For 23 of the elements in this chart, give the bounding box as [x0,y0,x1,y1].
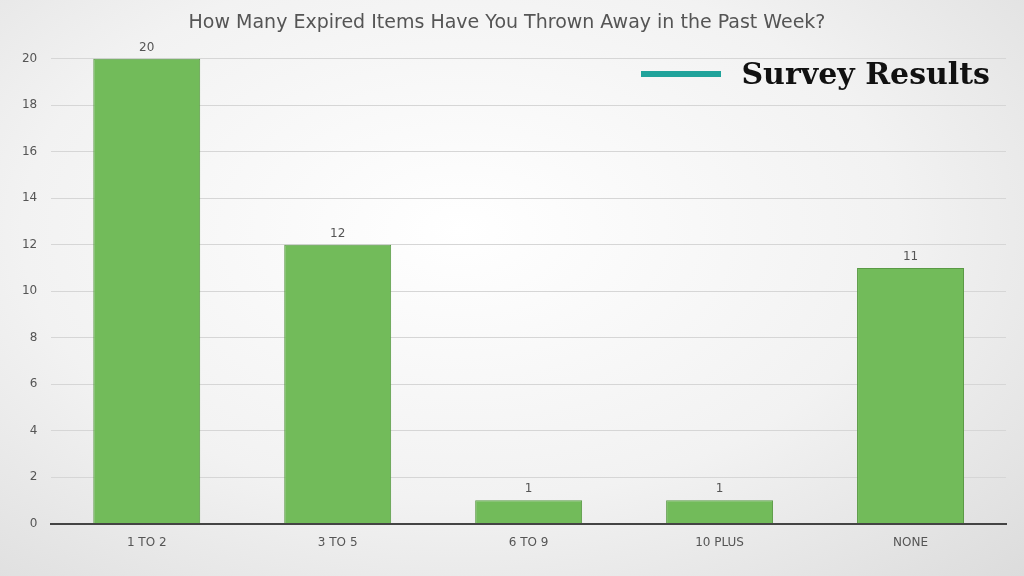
data-label: 1 [524,481,533,496]
x-tick-label: NONE [893,534,929,549]
y-tick-label: 2 [29,469,38,484]
x-tick-label: 6 TO 9 [508,534,549,549]
y-tick-label: 0 [29,515,38,530]
y-tick-label: 4 [29,422,38,437]
x-tick-label: 1 TO 2 [126,534,167,549]
y-tick-label: 8 [29,329,38,344]
y-tick-label: 18 [21,97,38,112]
chart-title: How Many Expired Items Have You Thrown Away in the Past Week? [188,10,826,33]
y-tick-label: 10 [21,283,38,298]
chart-subtitle: Survey Results [741,56,990,91]
y-tick-label: 16 [21,143,38,158]
y-tick-label: 6 [29,376,38,391]
y-tick-label: 20 [21,50,38,65]
data-label: 20 [139,39,155,54]
x-tick-label: 10 PLUS [695,534,744,549]
data-label: 11 [902,249,919,264]
x-tick-label: 3 TO 5 [317,534,358,549]
data-label: 12 [330,225,346,240]
data-label: 1 [715,481,724,496]
y-tick-label: 12 [21,236,38,251]
y-tick-label: 14 [21,190,38,205]
